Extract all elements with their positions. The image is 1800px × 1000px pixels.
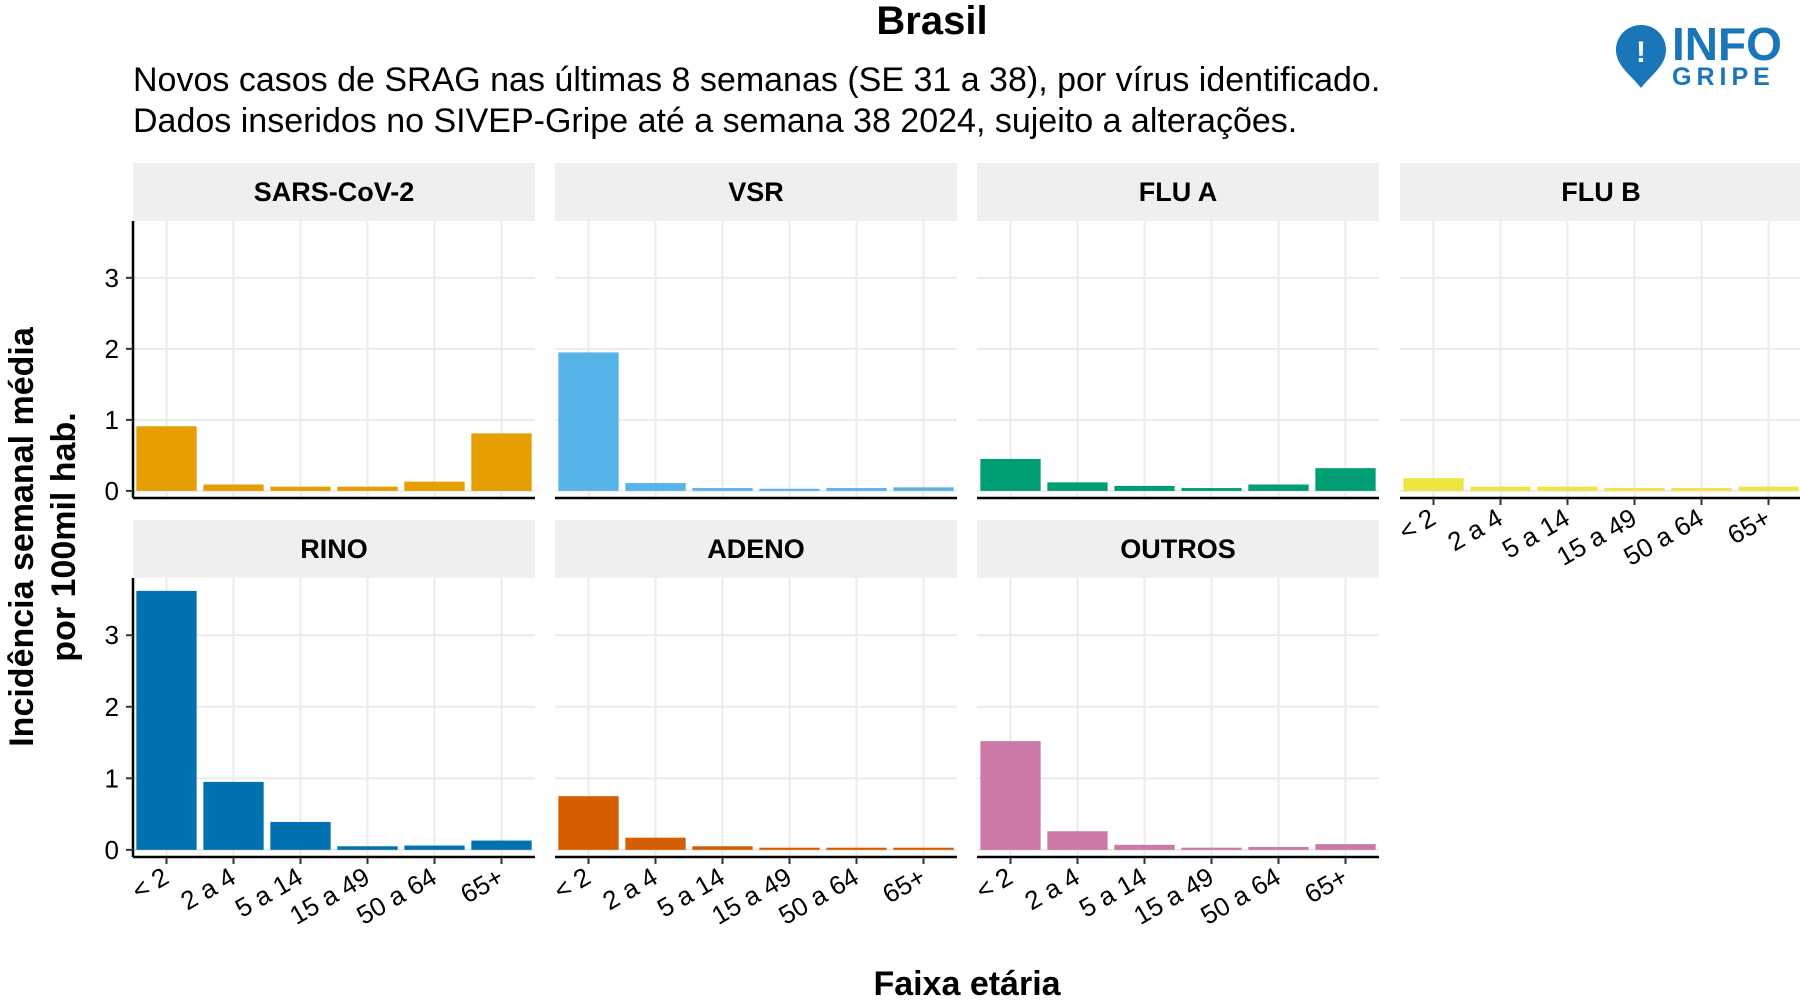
- bar-15-a-49: [337, 486, 398, 491]
- chart-subtitle-line-2: Dados inseridos no SIVEP-Gripe até a sem…: [133, 102, 1297, 140]
- strip-background: [133, 520, 535, 578]
- x-tick-label: < 2: [971, 861, 1018, 905]
- y-tick-label: 3: [105, 620, 119, 650]
- strip-background: [133, 163, 535, 221]
- bar-2-a-4: [1470, 486, 1531, 491]
- bar-65+: [471, 433, 532, 491]
- bar-2-a-4: [1047, 482, 1108, 491]
- y-axis-title: Incidência semanal média por 100mil hab.: [3, 326, 83, 747]
- bar-50-a-64: [1248, 846, 1309, 850]
- bar-15-a-49: [1181, 847, 1242, 850]
- x-tick-label: < 2: [127, 861, 174, 905]
- x-tick-label: 65+: [455, 861, 508, 909]
- x-tick-label: 65+: [1299, 861, 1352, 909]
- bar--2: [980, 458, 1041, 491]
- bar-65+: [1315, 844, 1376, 850]
- bar-65+: [471, 840, 532, 850]
- strip-label: VSR: [728, 177, 784, 207]
- y-tick-label: 1: [105, 763, 119, 793]
- bar-2-a-4: [625, 483, 686, 491]
- strip-label: FLU B: [1561, 177, 1640, 207]
- bar-2-a-4: [625, 837, 686, 850]
- info-gripe-logo: ! INFO GRIPE: [1616, 18, 1782, 91]
- facet-panel-sars-cov-2: SARS-CoV-2 0 1 2 3: [105, 163, 535, 506]
- y-axis-title-line-2: por 100mil hab.: [45, 412, 83, 661]
- y-tick-label: 2: [105, 334, 119, 364]
- bar-15-a-49: [1181, 488, 1242, 491]
- strip-label: SARS-CoV-2: [254, 177, 415, 207]
- strip-label: ADENO: [707, 534, 805, 564]
- bar-15-a-49: [337, 846, 398, 850]
- bar--2: [136, 590, 197, 850]
- bar-50-a-64: [826, 847, 887, 850]
- x-tick-label: 2 a 4: [597, 861, 662, 916]
- y-tick-label: 0: [105, 835, 119, 865]
- x-tick-label: 2 a 4: [1019, 861, 1084, 916]
- x-tick-label: 2 a 4: [1442, 502, 1507, 557]
- strip-label: FLU A: [1139, 177, 1217, 207]
- map-pin-icon: !: [1616, 25, 1666, 88]
- bar-50-a-64: [1671, 488, 1732, 491]
- bar-15-a-49: [1604, 488, 1665, 491]
- bar-50-a-64: [404, 845, 465, 850]
- strip-background: [977, 520, 1379, 578]
- bar-5-a-14: [270, 821, 331, 850]
- x-tick-label: 2 a 4: [175, 861, 240, 916]
- facet-panel-vsr: VSR: [555, 163, 957, 500]
- bar-50-a-64: [1248, 484, 1309, 491]
- pin-symbol: !: [1636, 36, 1646, 69]
- x-tick-label: 65+: [877, 861, 930, 909]
- bar--2: [558, 796, 619, 850]
- x-axis-title: Faixa etária: [873, 965, 1061, 1000]
- x-tick-label: 65+: [1722, 502, 1775, 550]
- y-tick-label: 3: [105, 263, 119, 293]
- strip-background: [977, 163, 1379, 221]
- y-tick-label: 0: [105, 476, 119, 506]
- bar--2: [980, 741, 1041, 850]
- y-axis-title-line-1: Incidência semanal média: [3, 326, 41, 747]
- x-tick-label: < 2: [1394, 502, 1441, 546]
- bar-65+: [1738, 486, 1799, 491]
- bar-5-a-14: [692, 488, 753, 491]
- bar-15-a-49: [759, 488, 820, 491]
- strip-label: OUTROS: [1120, 534, 1236, 564]
- strip-background: [555, 163, 957, 221]
- bar-5-a-14: [1114, 485, 1175, 491]
- bar-5-a-14: [692, 846, 753, 850]
- bar-50-a-64: [826, 488, 887, 491]
- bar-50-a-64: [404, 481, 465, 491]
- bar-15-a-49: [759, 847, 820, 850]
- bar--2: [136, 426, 197, 491]
- chart-subtitle-line-1: Novos casos de SRAG nas últimas 8 semana…: [133, 61, 1380, 99]
- strip-background: [1400, 163, 1800, 221]
- bar-5-a-14: [270, 486, 331, 491]
- logo-text-top: INFO: [1672, 18, 1782, 70]
- strip-background: [555, 520, 957, 578]
- bar--2: [558, 352, 619, 491]
- bar-65+: [1315, 468, 1376, 491]
- bar--2: [1403, 478, 1464, 491]
- y-tick-label: 1: [105, 405, 119, 435]
- facet-panel-flu-a: FLU A: [977, 163, 1379, 500]
- logo-text-bottom: GRIPE: [1672, 63, 1775, 91]
- bar-2-a-4: [1047, 831, 1108, 850]
- x-tick-label: < 2: [549, 861, 596, 905]
- strip-label: RINO: [300, 534, 368, 564]
- chart-title: Brasil: [876, 0, 987, 43]
- bar-2-a-4: [203, 781, 264, 850]
- bar-5-a-14: [1114, 844, 1175, 850]
- y-tick-label: 2: [105, 692, 119, 722]
- bar-2-a-4: [203, 484, 264, 491]
- bar-65+: [893, 487, 954, 491]
- bar-5-a-14: [1537, 486, 1598, 491]
- bar-65+: [893, 847, 954, 850]
